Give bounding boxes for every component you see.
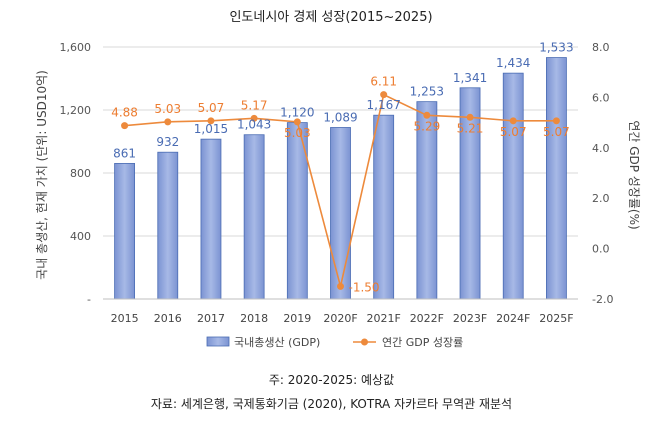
growth-marker [121,122,129,130]
bar-value-label: 932 [156,135,179,149]
bar-value-label: 1,089 [323,110,357,124]
forecast-note: 주: 2020-2025: 예상값 [268,373,395,387]
x-tick-label: 2016 [154,312,182,325]
bar [373,114,395,300]
x-tick-label: 2021F [367,312,401,325]
bar [243,134,265,300]
bar [502,72,524,300]
growth-marker [466,113,474,121]
x-tick-label: 2020F [323,312,357,325]
growth-value-label: 4.88 [111,106,138,120]
bar [157,151,179,300]
growth-value-label: 5.07 [543,125,570,139]
y-left-tick-label: 1,600 [60,41,92,54]
x-tick-label: 2017 [197,312,225,325]
x-tick-label: 2024F [496,312,530,325]
growth-marker [207,117,215,125]
y-left-tick-label: 800 [70,167,91,180]
y-right-tick-label: 0.0 [592,243,610,256]
growth-marker [423,111,431,119]
x-tick-label: 2022F [410,312,444,325]
growth-marker [337,282,344,290]
growth-value-label: 5.17 [241,98,268,112]
chart-svg: 인도네시아 경제 성장(2015~2025) 861 932 1,015 1,043 1… [35,10,641,349]
growth-value-label: 5.03 [284,126,311,140]
growth-marker [552,117,560,125]
x-tick-label: 2018 [240,312,268,325]
bar-value-label: 1,015 [194,122,228,136]
growth-value-label: 5.07 [500,125,527,139]
y-axis-right-label: 연간 GDP 성장률(%) [627,120,641,229]
bar [114,162,135,300]
bar-value-label: 1,043 [237,118,271,132]
bar-value-label: 861 [113,146,136,160]
legend-bar-label: 국내총생산 (GDP) [234,336,320,349]
y-right-tick-label: 4.0 [592,142,610,155]
bar-value-label: 1,253 [410,85,444,99]
bar [546,57,567,300]
x-tick-label: 2019 [283,312,311,325]
growth-value-label: 5.29 [414,119,441,133]
bar-value-label: 1,434 [496,56,530,70]
growth-marker [250,114,258,122]
legend-line-label: 연간 GDP 성장률 [382,336,463,349]
bar-value-label: 1,167 [367,98,401,112]
chart-title: 인도네시아 경제 성장(2015~2025) [229,10,432,25]
bar-value-label: 1,341 [453,71,487,85]
growth-marker [164,118,172,126]
y-left-tick-label: - [87,293,91,306]
growth-value-label: 5.03 [154,102,181,116]
bar-value-label: 1,533 [539,41,573,55]
growth-marker [293,118,301,126]
growth-value-label: 6.11 [370,75,397,89]
growth-marker [380,91,388,99]
data-labels: 861 932 1,015 1,043 1,120 1,089 1,167 1,253 1,34… [111,41,573,295]
legend: 국내총생산 (GDP) 연간 GDP 성장률 [206,336,463,349]
growth-value-label: -1.50 [349,280,380,294]
x-tick-label: 2023F [453,312,487,325]
y-right-tick-label: 2.0 [592,192,610,205]
bar-value-label: 1,120 [280,106,314,120]
x-tick-label: 2015 [111,312,139,325]
bar [330,127,351,300]
bar [200,138,222,300]
growth-value-label: 5.21 [457,121,484,135]
y-left-tick-label: 1,200 [60,104,92,117]
legend-bar-swatch [206,336,230,347]
source-note: 자료: 세계은행, 국제통화기금 (2020), KOTRA 자카르타 무역관 … [150,397,513,411]
line-series [121,91,560,290]
axes: - 400 800 1,200 1,600 -2.0 0.0 2.0 4.0 6.0 8.0 2015… [60,41,614,325]
y-right-tick-label: -2.0 [592,293,613,306]
y-right-tick-label: 8.0 [592,41,610,54]
legend-line-marker [361,338,368,346]
growth-marker [509,117,517,125]
x-tick-label: 2025F [539,312,573,325]
y-axis-left-label: 국내 총생산, 현재 가치 (단위: USD10억) [35,70,49,280]
y-left-tick-label: 400 [70,230,91,243]
y-right-tick-label: 6.0 [592,91,610,104]
bar-series [114,57,567,300]
growth-value-label: 5.07 [198,101,225,115]
